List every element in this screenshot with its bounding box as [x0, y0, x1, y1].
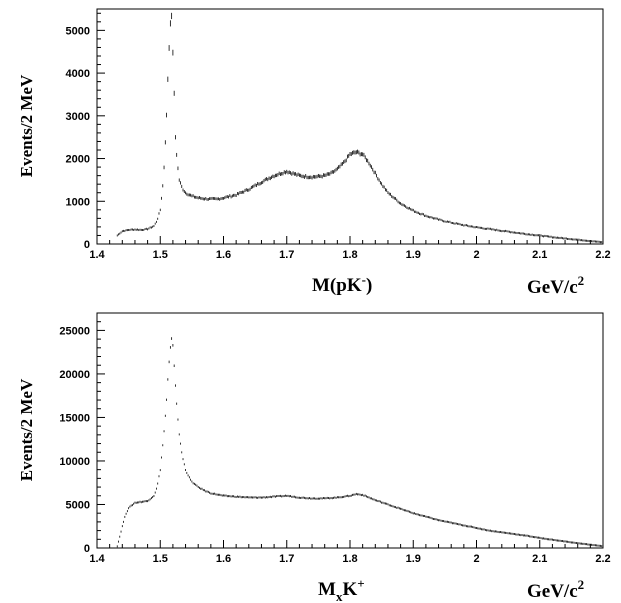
x-axis-unit-bottom: GeV/c2: [527, 577, 584, 602]
x-tick-label: 2.2: [595, 553, 610, 565]
y-tick-label: 0: [84, 543, 90, 555]
y-tick-label: 1000: [66, 196, 90, 208]
x-tick-label: 1.9: [406, 249, 421, 261]
plot-frame-bottom: [96, 312, 604, 549]
x-axis-unit-top-base: GeV/c: [527, 277, 578, 298]
y-tick-label: 25000: [59, 325, 90, 337]
x-axis-ticks-bottom: 1.4 1.5 1.6 1.7 1.8 1.9 2 2.1 2.2: [89, 540, 611, 565]
x-axis-unit-bottom-base: GeV/c: [527, 581, 578, 602]
y-axis-ticks-bottom: 0 5000 10000 15000 20000 25000: [59, 312, 105, 555]
x-tick-label: 2.2: [595, 249, 610, 261]
x-axis-unit-top: GeV/c2: [527, 273, 584, 298]
x-tick-label: 1.7: [279, 249, 294, 261]
x-axis-label-bottom: MxK+: [318, 576, 365, 603]
y-tick-label: 3000: [66, 111, 90, 123]
x-tick-label: 1.4: [89, 553, 105, 565]
y-axis-label-bottom: Events/2 MeV: [17, 378, 36, 481]
x-tick-label: 1.8: [342, 249, 357, 261]
y-tick-label: 5000: [66, 25, 90, 37]
x-axis-label-top-sup: -: [362, 272, 366, 287]
x-tick-label: 1.6: [216, 553, 231, 565]
x-axis-label-top: M(pK-): [312, 272, 372, 296]
panel-top: 1.4 1.5 1.6 1.7 1.8 1.9 2 2.1 2.2 0 1000 2000 3000 4…: [17, 8, 611, 298]
x-axis-label-top-close: ): [366, 275, 372, 296]
x-axis-unit-bottom-sup: 2: [578, 577, 585, 592]
x-tick-label: 1.5: [153, 553, 168, 565]
x-axis-unit-top-sup: 2: [578, 273, 585, 288]
x-tick-label: 1.7: [279, 553, 294, 565]
x-tick-label: 2.1: [532, 553, 547, 565]
x-tick-label: 1.9: [406, 553, 421, 565]
y-axis-ticks-top: 0 1000 2000 3000 4000 5000: [66, 12, 105, 251]
x-tick-label: 2: [473, 249, 479, 261]
series-points-top: [116, 12, 604, 244]
y-tick-label: 4000: [66, 68, 90, 80]
x-tick-label: 1.4: [89, 249, 105, 261]
y-tick-label: 0: [84, 239, 90, 251]
x-tick-label: 2: [473, 553, 479, 565]
plot-frame-top: [96, 8, 604, 245]
y-tick-label: 15000: [59, 412, 90, 424]
y-tick-label: 20000: [59, 369, 90, 381]
panel-bottom: 1.4 1.5 1.6 1.7 1.8 1.9 2 2.1 2.2 0 5000 10000 1500…: [17, 312, 611, 603]
series-points-bottom: [116, 337, 604, 548]
y-tick-label: 2000: [66, 154, 90, 166]
x-axis-label-bottom-sup: +: [357, 576, 364, 591]
x-tick-label: 1.5: [153, 249, 168, 261]
x-tick-label: 1.8: [342, 553, 357, 565]
x-axis-label-top-main: M(pK: [312, 275, 362, 296]
x-axis-label-bottom-main: M: [318, 579, 336, 600]
x-axis-label-bottom-sub: x: [336, 589, 343, 603]
x-axis-label-bottom-k: K: [342, 579, 357, 600]
y-tick-label: 5000: [66, 499, 90, 511]
x-tick-label: 2.1: [532, 249, 547, 261]
y-axis-label-top: Events/2 MeV: [17, 74, 36, 177]
x-axis-ticks-top: 1.4 1.5 1.6 1.7 1.8 1.9 2 2.1 2.2: [89, 236, 611, 261]
y-tick-label: 10000: [59, 456, 90, 468]
x-tick-label: 1.6: [216, 249, 231, 261]
